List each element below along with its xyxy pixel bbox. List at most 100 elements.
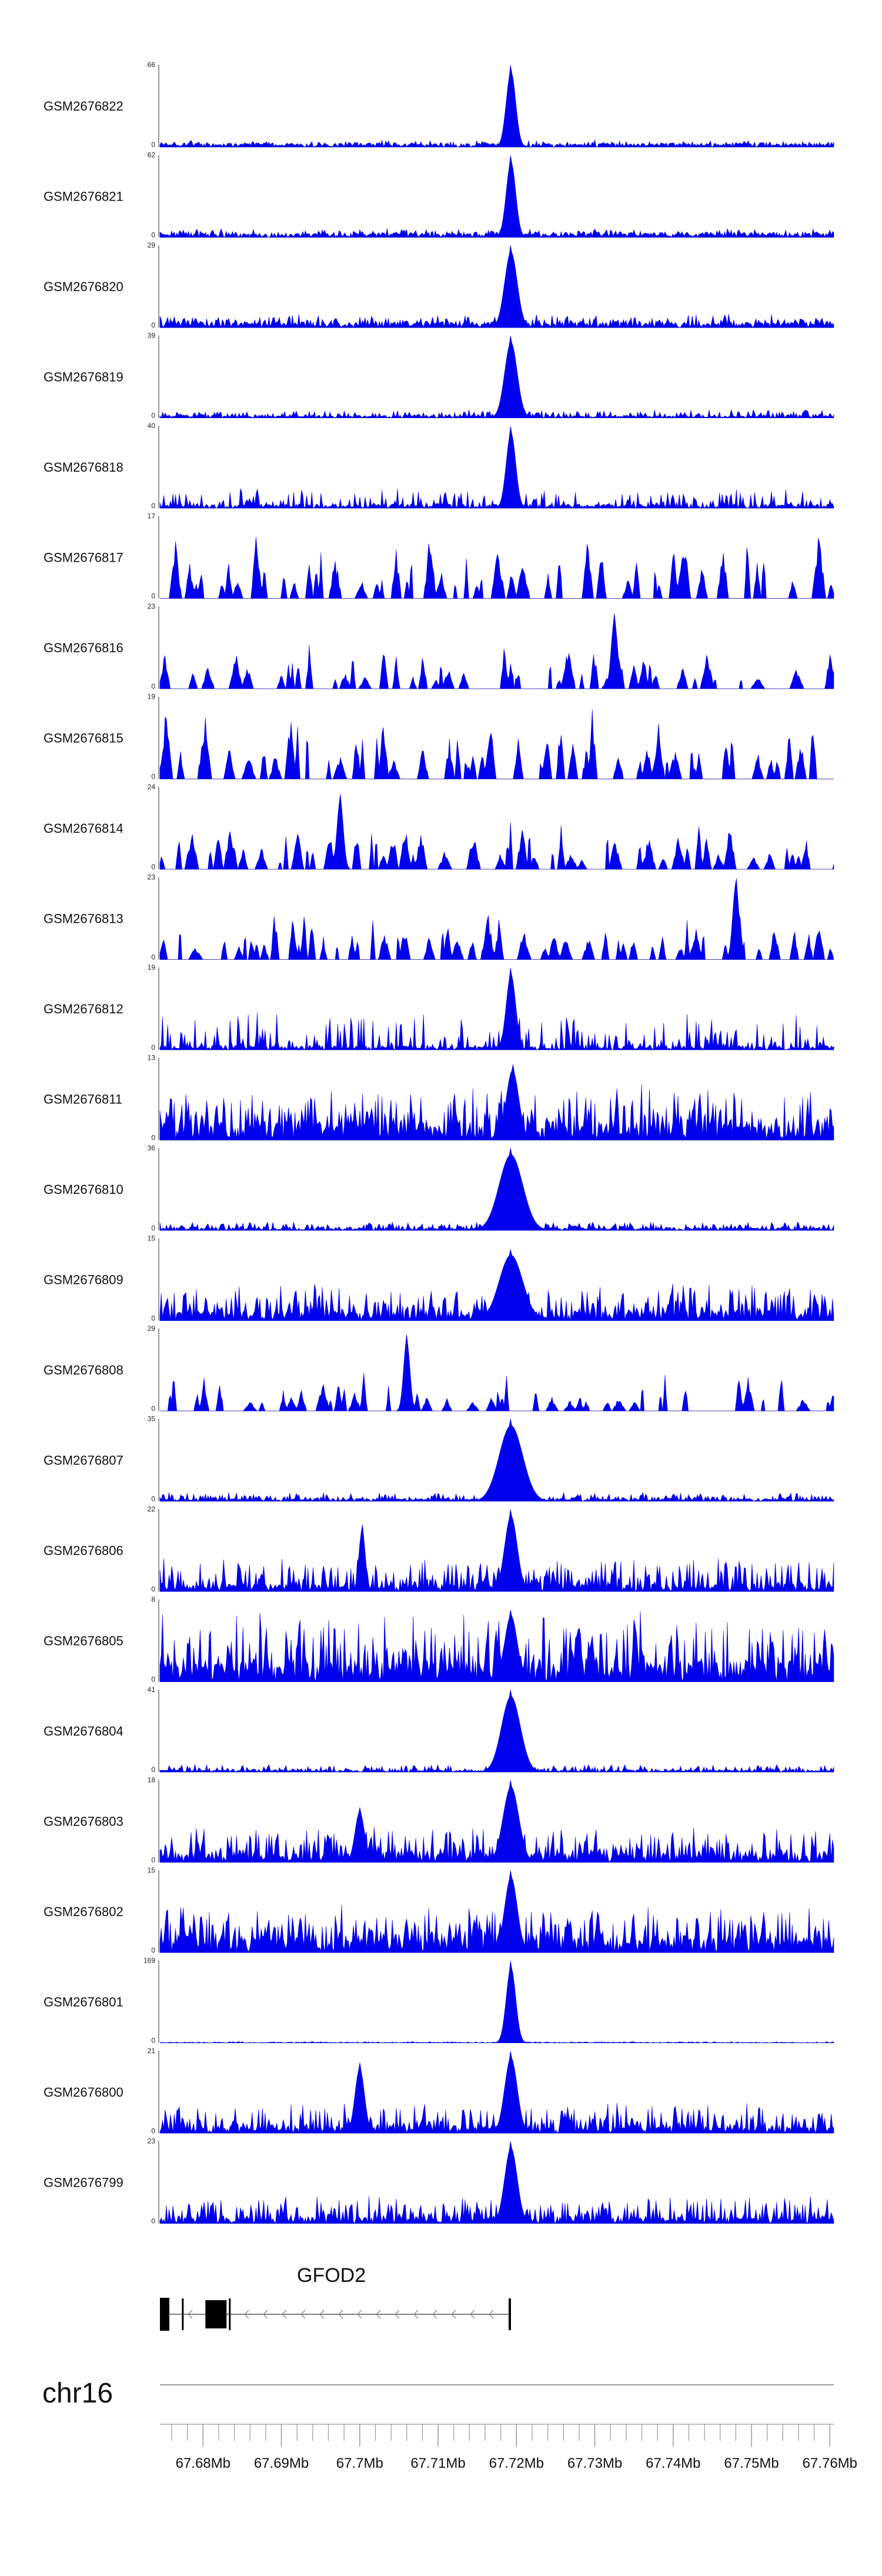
y-tick-max: 41 xyxy=(148,1686,156,1694)
track-label: GSM2676816 xyxy=(44,640,123,655)
y-tick-min: 0 xyxy=(151,1224,155,1232)
strand-arrow-icon xyxy=(470,2310,475,2319)
strand-arrow-icon xyxy=(432,2310,437,2319)
gene-exon xyxy=(229,2298,231,2330)
y-tick-min: 0 xyxy=(151,231,155,239)
y-tick-max: 169 xyxy=(143,1957,155,1965)
track-GSM2676815: GSM2676815 19 0 xyxy=(44,693,834,781)
coverage-tracks: GSM2676822660GSM2676821620GSM2676820290G… xyxy=(44,61,834,2225)
strand-arrow-icon xyxy=(395,2310,400,2319)
track-label: GSM2676815 xyxy=(44,731,123,746)
y-tick-min: 0 xyxy=(151,412,155,420)
y-tick-min: 0 xyxy=(151,682,155,690)
coverage-area xyxy=(159,1148,834,1231)
coverage-area xyxy=(159,613,834,689)
coverage-area xyxy=(159,967,834,1050)
y-tick-max: 22 xyxy=(148,1505,156,1513)
strand-arrow-icon xyxy=(300,2310,306,2319)
gene-exon xyxy=(508,2298,511,2330)
coverage-area xyxy=(159,2051,834,2134)
track-GSM2676808: GSM2676808 29 0 xyxy=(44,1324,834,1413)
track-GSM2676819: GSM2676819 39 0 xyxy=(44,332,834,420)
y-tick-min: 0 xyxy=(151,1585,155,1593)
y-tick-max: 35 xyxy=(148,1415,156,1423)
track-GSM2676810: GSM2676810 36 0 xyxy=(44,1144,834,1232)
coverage-area xyxy=(159,1961,834,2043)
track-label: GSM2676803 xyxy=(44,1814,123,1829)
gene-exon xyxy=(160,2298,169,2331)
x-tick-label: 67.74Mb xyxy=(646,2455,700,2471)
y-tick-max: 23 xyxy=(148,2137,156,2145)
track-GSM2676799: GSM2676799 23 0 xyxy=(44,2137,834,2225)
track-label: GSM2676808 xyxy=(44,1363,123,1377)
y-tick-max: 17 xyxy=(148,512,156,520)
gene-exon xyxy=(205,2300,227,2328)
y-tick-max: 23 xyxy=(148,873,156,882)
y-tick-min: 0 xyxy=(151,2127,155,2135)
track-label: GSM2676805 xyxy=(44,1634,123,1649)
strand-arrow-icon xyxy=(188,2310,193,2319)
coverage-area xyxy=(159,1610,834,1682)
track-GSM2676812: GSM2676812 19 0 xyxy=(44,963,834,1052)
x-tick-label: 67.75Mb xyxy=(724,2455,779,2471)
strand-arrow-icon xyxy=(357,2310,362,2319)
x-tick-label: 67.7Mb xyxy=(336,2455,383,2471)
y-tick-min: 0 xyxy=(151,2217,155,2225)
y-tick-max: 15 xyxy=(148,1234,156,1243)
y-tick-max: 36 xyxy=(148,1144,156,1152)
coverage-area xyxy=(159,709,834,779)
track-label: GSM2676807 xyxy=(44,1453,123,1468)
track-label: GSM2676806 xyxy=(44,1543,123,1558)
strand-arrow-icon xyxy=(489,2310,494,2319)
x-tick-label: 67.73Mb xyxy=(567,2455,622,2471)
coverage-area xyxy=(159,245,834,328)
strand-arrow-icon xyxy=(244,2310,249,2319)
coverage-area xyxy=(159,65,834,148)
y-tick-max: 29 xyxy=(148,241,156,249)
track-GSM2676809: GSM2676809 15 0 xyxy=(44,1234,834,1323)
track-GSM2676811: GSM2676811 13 0 xyxy=(44,1054,834,1142)
track-label: GSM2676809 xyxy=(44,1273,123,1287)
y-tick-max: 29 xyxy=(148,1324,156,1333)
y-tick-min: 0 xyxy=(151,1495,155,1503)
y-tick-max: 66 xyxy=(148,61,156,69)
y-tick-min: 0 xyxy=(151,1134,155,1142)
track-GSM2676818: GSM2676818 40 0 xyxy=(44,422,834,510)
coverage-area xyxy=(159,1419,834,1502)
y-tick-max: 15 xyxy=(148,1866,156,1874)
y-tick-max: 19 xyxy=(148,693,156,701)
coverage-area xyxy=(159,155,834,238)
coverage-area xyxy=(159,1249,834,1321)
y-tick-max: 24 xyxy=(148,783,156,791)
y-tick-max: 39 xyxy=(148,332,156,340)
coverage-area xyxy=(159,878,834,960)
y-tick-min: 0 xyxy=(151,1766,155,1774)
track-GSM2676806: GSM2676806 22 0 xyxy=(44,1505,834,1593)
track-label: GSM2676804 xyxy=(44,1724,123,1739)
y-tick-min: 0 xyxy=(151,1946,155,1954)
y-tick-min: 0 xyxy=(151,2037,155,2045)
gene-name-label: GFOD2 xyxy=(297,2264,366,2287)
x-tick-label: 67.69Mb xyxy=(254,2455,309,2471)
y-tick-max: 62 xyxy=(148,151,156,159)
track-GSM2676801: GSM2676801 169 0 xyxy=(44,1957,834,2045)
track-GSM2676800: GSM2676800 21 0 xyxy=(44,2047,834,2135)
y-tick-min: 0 xyxy=(151,1676,155,1684)
x-tick-label: 67.76Mb xyxy=(803,2455,857,2471)
track-label: GSM2676813 xyxy=(44,912,123,926)
coverage-area xyxy=(159,794,834,870)
track-GSM2676814: GSM2676814 24 0 xyxy=(44,783,834,871)
coverage-area xyxy=(159,1870,834,1953)
track-GSM2676805: GSM2676805 8 0 xyxy=(44,1596,834,1684)
coverage-area xyxy=(159,1780,834,1863)
coverage-area xyxy=(160,1334,834,1412)
y-tick-min: 0 xyxy=(151,502,155,510)
track-GSM2676820: GSM2676820 29 0 xyxy=(44,241,834,329)
strand-arrow-icon xyxy=(376,2310,381,2319)
track-GSM2676802: GSM2676802 15 0 xyxy=(44,1866,834,1954)
track-GSM2676816: GSM2676816 23 0 xyxy=(44,602,834,690)
strand-arrow-icon xyxy=(282,2310,287,2319)
y-tick-min: 0 xyxy=(151,1856,155,1864)
track-label: GSM2676819 xyxy=(44,370,123,385)
